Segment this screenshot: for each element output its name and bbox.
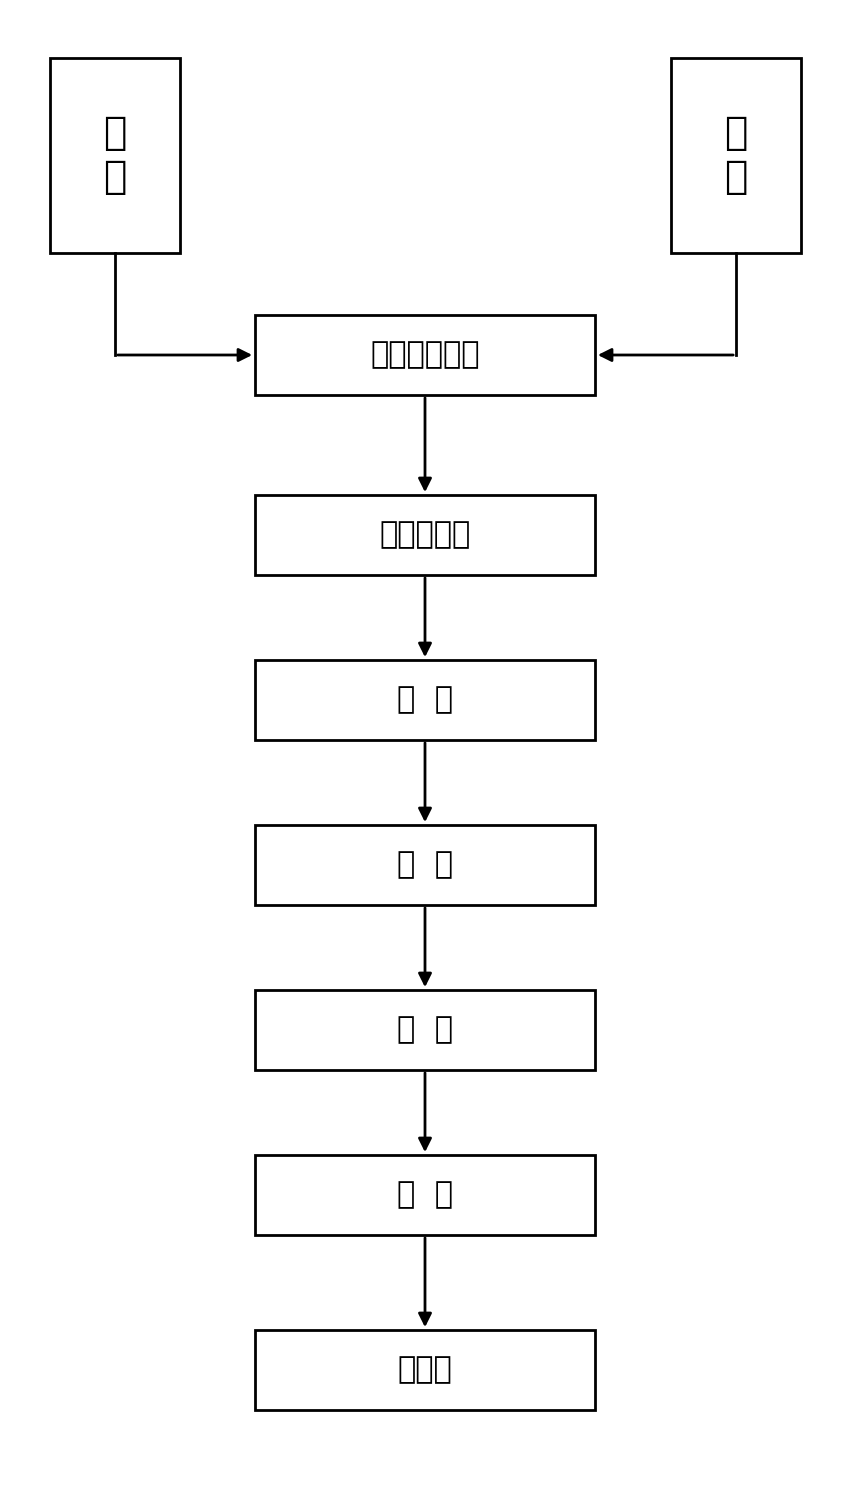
Text: 单丝束排列: 单丝束排列 xyxy=(380,521,471,549)
Text: 复  丝: 复 丝 xyxy=(397,685,453,715)
Text: 后加工: 后加工 xyxy=(397,1356,453,1385)
Bar xyxy=(255,991,595,1070)
Text: 芯
料: 芯 料 xyxy=(103,113,127,195)
Bar xyxy=(255,1329,595,1410)
Text: 排  丝: 排 丝 xyxy=(397,850,453,879)
Bar xyxy=(255,1155,595,1235)
Bar xyxy=(671,58,801,252)
Bar xyxy=(255,495,595,574)
Text: 压  屏: 压 屏 xyxy=(397,1016,453,1044)
Text: 酸  溶: 酸 溶 xyxy=(397,1180,453,1210)
Bar xyxy=(255,315,595,395)
Bar xyxy=(255,825,595,906)
Bar xyxy=(50,58,180,252)
Text: 同轴双层单丝: 同轴双层单丝 xyxy=(370,340,480,370)
Bar xyxy=(255,659,595,740)
Text: 皮
料: 皮 料 xyxy=(724,113,748,195)
